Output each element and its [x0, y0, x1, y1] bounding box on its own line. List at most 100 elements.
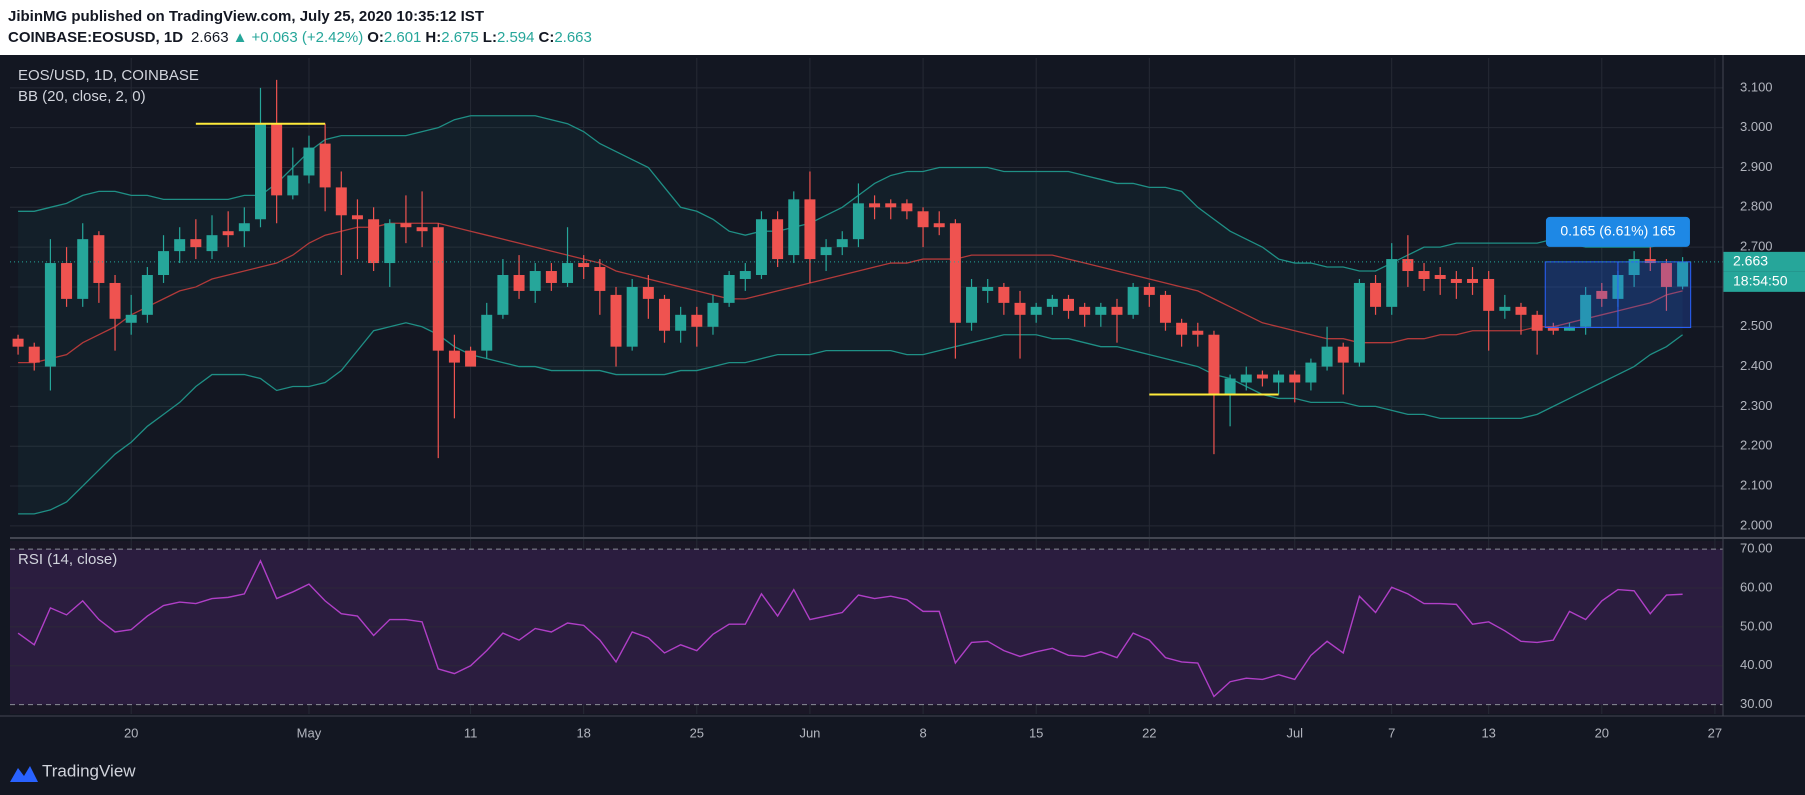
- l-label: L:: [483, 29, 497, 46]
- y-tick-label: 2.000: [1740, 517, 1773, 532]
- candle-body: [529, 271, 541, 291]
- x-tick-label: 25: [690, 725, 704, 740]
- candle-body: [1208, 334, 1220, 395]
- countdown: 18:54:50: [1733, 273, 1788, 289]
- candle-body: [562, 263, 574, 283]
- logo-icon: [10, 766, 38, 782]
- candle-body: [1547, 326, 1559, 331]
- candle-body: [1515, 306, 1527, 315]
- candle-body: [1192, 330, 1204, 335]
- candle-body: [1143, 286, 1155, 295]
- candle-body: [448, 350, 460, 363]
- x-tick-label: 11: [464, 725, 478, 740]
- candle-body: [1580, 294, 1592, 327]
- candle-body: [1063, 298, 1074, 311]
- candle-body: [901, 203, 913, 212]
- candle-body: [1563, 326, 1575, 331]
- change: +0.063 (+2.42%): [251, 29, 363, 46]
- candle-body: [626, 286, 638, 347]
- candle-body: [1467, 278, 1479, 283]
- candle-body: [820, 247, 832, 256]
- candle-body: [222, 231, 234, 236]
- candle-body: [319, 143, 331, 188]
- candle-body: [1111, 306, 1123, 315]
- candle-body: [1030, 306, 1042, 315]
- candle-body: [1273, 374, 1285, 383]
- candle-body: [368, 219, 380, 264]
- candle-body: [1240, 374, 1252, 383]
- y-tick-label: 2.500: [1740, 318, 1773, 333]
- candle-body: [190, 239, 202, 248]
- candle-body: [869, 203, 881, 208]
- candle-body: [28, 346, 40, 363]
- candle-body: [1127, 286, 1139, 315]
- candle-body: [691, 314, 703, 327]
- candle-body: [1014, 302, 1026, 315]
- price: 2.663: [191, 29, 229, 46]
- candle-body: [303, 147, 315, 176]
- candle-body: [1159, 294, 1171, 323]
- candle-body: [578, 263, 590, 268]
- labels: 20 May 11 18 25 Jun 8 15 22 Jul 7 13 20 27 2.000 2.100 2…: [124, 79, 1805, 740]
- candle-body: [804, 199, 816, 260]
- candle-body: [174, 239, 186, 252]
- x-tick-label: 18: [576, 725, 590, 740]
- candle-body: [739, 271, 751, 279]
- up-arrow: ▲: [233, 29, 248, 46]
- candle-body: [12, 338, 24, 347]
- grid: [10, 58, 1723, 714]
- countdown-bg: [1723, 271, 1805, 292]
- candle-body: [481, 314, 493, 351]
- x-tick-label: 20: [124, 725, 138, 740]
- candle-body: [1079, 306, 1091, 315]
- candle-body: [1434, 274, 1446, 279]
- bb-lower: [18, 322, 1683, 515]
- candle-body: [1321, 346, 1333, 367]
- rsi-tick-label: 30.00: [1740, 696, 1773, 711]
- x-tick-label: 13: [1481, 725, 1495, 740]
- candle-body: [109, 282, 121, 319]
- candle-body: [675, 314, 687, 331]
- y-tick-label: 2.800: [1740, 199, 1773, 214]
- x-tick-label: Jul: [1286, 725, 1303, 740]
- indicator-label: BB (20, close, 2, 0): [18, 88, 146, 105]
- candle-body: [1596, 290, 1608, 299]
- candle-body: [335, 187, 347, 216]
- candle-body: [998, 286, 1010, 303]
- candle-body: [1628, 259, 1640, 275]
- last-price-label: 2.663: [1733, 253, 1768, 269]
- bb-upper: [18, 115, 1683, 272]
- band-fill: [18, 115, 1683, 514]
- candle-body: [917, 211, 929, 228]
- candle-body: [836, 239, 848, 248]
- candle-body: [1386, 259, 1398, 307]
- candle-body: [1531, 314, 1543, 331]
- l-value: 2.594: [497, 29, 535, 46]
- candle-body: [642, 286, 654, 299]
- candle-body: [206, 235, 218, 252]
- candle-body: [1450, 278, 1462, 283]
- candle-body: [158, 251, 170, 275]
- candle-body: [513, 274, 525, 291]
- candle-body: [1046, 298, 1058, 307]
- candle-body: [44, 263, 56, 367]
- bb-basis: [18, 222, 1683, 364]
- rsi-tick-label: 70.00: [1740, 541, 1773, 556]
- h-value: 2.675: [441, 29, 479, 46]
- candle-body: [271, 123, 283, 196]
- candle-body: [432, 227, 444, 351]
- candle-body: [1644, 259, 1656, 264]
- candle-body: [238, 223, 250, 232]
- candle-body: [77, 239, 89, 299]
- y-tick-label: 2.400: [1740, 358, 1773, 373]
- measure-label: 0.165 (6.61%) 165: [1560, 223, 1675, 239]
- x-tick-label: 8: [919, 725, 926, 740]
- symbol-line: COINBASE:EOSUSD, 1D 2.663 ▲ +0.063 (+2.42%)…: [8, 29, 592, 46]
- main-pane: [10, 58, 1723, 535]
- header-bg: [0, 0, 1805, 55]
- candle-body: [1499, 306, 1511, 311]
- x-tick-label: May: [297, 725, 322, 740]
- candle-body: [1402, 259, 1414, 272]
- candle-body: [610, 294, 622, 347]
